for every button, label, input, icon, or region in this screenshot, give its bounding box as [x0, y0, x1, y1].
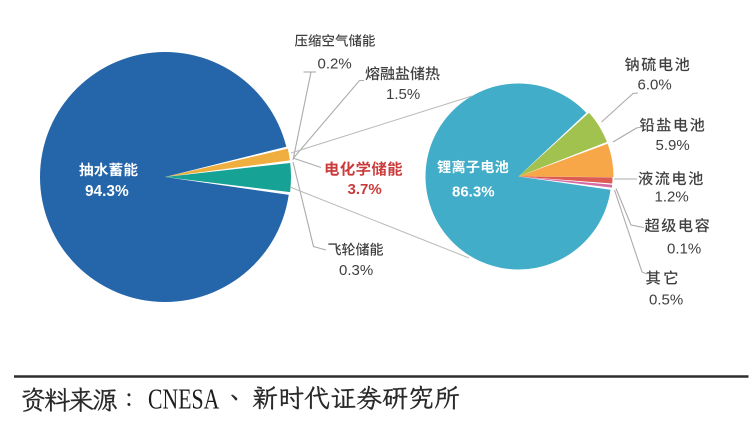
- svg-text:94.3%: 94.3%: [85, 183, 129, 200]
- svg-text:0.1%: 0.1%: [667, 241, 701, 258]
- svg-text:3.7%: 3.7%: [348, 181, 382, 198]
- svg-text:1.5%: 1.5%: [386, 86, 420, 103]
- svg-text:86.3%: 86.3%: [452, 184, 495, 201]
- svg-text:0.5%: 0.5%: [649, 292, 683, 309]
- svg-text:0.2%: 0.2%: [318, 56, 352, 73]
- svg-text:1.2%: 1.2%: [655, 189, 689, 206]
- svg-text:CNESA: CNESA: [148, 382, 220, 415]
- svg-text:5.9%: 5.9%: [656, 137, 690, 154]
- svg-text:0.3%: 0.3%: [339, 262, 373, 279]
- svg-text:6.0%: 6.0%: [638, 77, 672, 94]
